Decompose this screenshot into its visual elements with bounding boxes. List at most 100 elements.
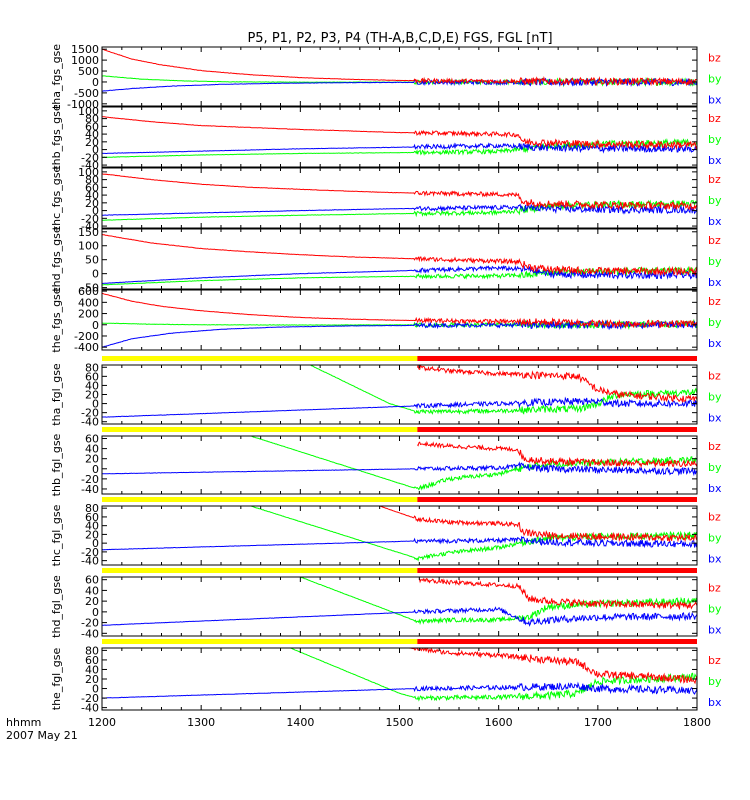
trace-bz (416, 365, 697, 404)
y-tick-label: 100 (78, 166, 99, 179)
y-tick-label: -20 (81, 617, 99, 630)
y-tick-label: 40 (85, 520, 99, 533)
y-tick-label: -40 (81, 555, 99, 568)
x-tick-label: 1500 (386, 716, 414, 729)
y-tick-label: 60 (85, 370, 99, 383)
legend-bx: bx (708, 215, 722, 228)
y-axis-label: thc_fgs_gse (50, 166, 63, 231)
trace-bx (102, 681, 697, 699)
legend-bz: bz (708, 370, 721, 383)
y-axis-label: thd_fgl_gse (50, 575, 63, 638)
legend-bx: bx (708, 276, 722, 289)
trace-bz (409, 648, 697, 685)
legend-by: by (708, 675, 722, 688)
legend-bx: bx (708, 553, 722, 566)
y-tick-label: -20 (81, 212, 99, 225)
trace-by (290, 648, 697, 702)
y-tick-label: 60 (85, 120, 99, 133)
y-axis-label: tha_fgs_gse (50, 44, 63, 109)
legend-bx: bx (708, 154, 722, 167)
legend-bx: bx (708, 482, 722, 495)
panel-frame (101, 435, 698, 495)
status-bar-red (417, 427, 697, 432)
y-tick-label: 40 (85, 128, 99, 141)
y-tick-label: -400 (74, 341, 99, 354)
y-axis-label: thb_fgs_gse (50, 104, 63, 170)
y-tick-label: 100 (78, 240, 99, 253)
time-axis: 1200 1300 1400 1500 1600 1700 1800 (88, 716, 711, 729)
y-tick-label: 0 (92, 268, 99, 281)
y-tick-label: 80 (85, 174, 99, 187)
panel-frame (101, 106, 698, 168)
panel-frame (101, 364, 698, 425)
trace-bz (417, 440, 697, 469)
trace-bz (418, 577, 697, 611)
y-tick-label: 1500 (71, 43, 99, 56)
y-tick-label: 40 (85, 189, 99, 202)
y-axis-label: thd_fgs_gse (50, 226, 63, 292)
x-tick-label: 1700 (584, 716, 612, 729)
y-tick-label: 80 (85, 502, 99, 515)
y-axis-label: thc_fgl_gse (50, 504, 63, 566)
legend-by: by (708, 391, 722, 404)
legend-bz: bz (708, 440, 721, 453)
y-tick-label: 60 (85, 511, 99, 524)
legend-bx: bx (708, 412, 722, 425)
chart-title: P5, P1, P2, P3, P4 (TH-A,B,C,D,E) FGS, F… (247, 31, 552, 46)
y-tick-label: 20 (85, 389, 99, 402)
y-tick-label: 0 (92, 205, 99, 218)
y-tick-label: -20 (81, 151, 99, 164)
y-tick-label: -20 (81, 692, 99, 705)
legend-bz: bz (708, 112, 721, 125)
legend-bz: bz (708, 52, 721, 65)
y-tick-label: 100 (78, 105, 99, 118)
status-bar-yellow (102, 639, 418, 644)
panel-frame (101, 647, 698, 711)
y-tick-label: 20 (85, 673, 99, 686)
time-axis-date-label: 2007 May 21 (6, 729, 78, 742)
trace-by (102, 199, 697, 221)
y-tick-label: -40 (81, 702, 99, 715)
y-tick-label: -500 (74, 87, 99, 100)
y-tick-label: 0 (92, 537, 99, 550)
x-tick-label: 1300 (187, 716, 215, 729)
trace-bx (102, 461, 697, 477)
y-axis-label: the_fgl_gse (50, 648, 63, 711)
panel-frame (101, 576, 698, 637)
legend-bz: bz (708, 654, 721, 667)
y-tick-label: 60 (85, 654, 99, 667)
trace-bx (102, 535, 697, 551)
panel-frame (101, 46, 698, 107)
y-tick-label: 80 (85, 361, 99, 374)
y-tick-label: 60 (85, 574, 99, 587)
trace-by (250, 506, 697, 562)
status-bar-red (417, 497, 697, 502)
y-tick-label: 0 (92, 398, 99, 411)
trace-bx (102, 319, 697, 348)
trace-bz (102, 292, 697, 329)
y-tick-label: 80 (85, 644, 99, 657)
status-bar-yellow (102, 568, 418, 573)
legend-bx: bx (708, 94, 722, 107)
legend-by: by (708, 133, 722, 146)
y-tick-label: 0 (92, 463, 99, 476)
legend-by: by (708, 603, 722, 616)
y-tick-label: 20 (85, 453, 99, 466)
y-tick-label: 0 (92, 606, 99, 619)
legend-by: by (708, 532, 722, 545)
x-tick-label: 1400 (286, 716, 314, 729)
y-axis-label: the_fgs_gse (50, 287, 63, 352)
y-tick-label: 20 (85, 197, 99, 210)
legend-bz: bz (708, 234, 721, 247)
trace-by (300, 577, 697, 626)
trace-bx (102, 264, 697, 284)
y-tick-label: 0 (92, 683, 99, 696)
y-tick-label: -40 (81, 416, 99, 429)
